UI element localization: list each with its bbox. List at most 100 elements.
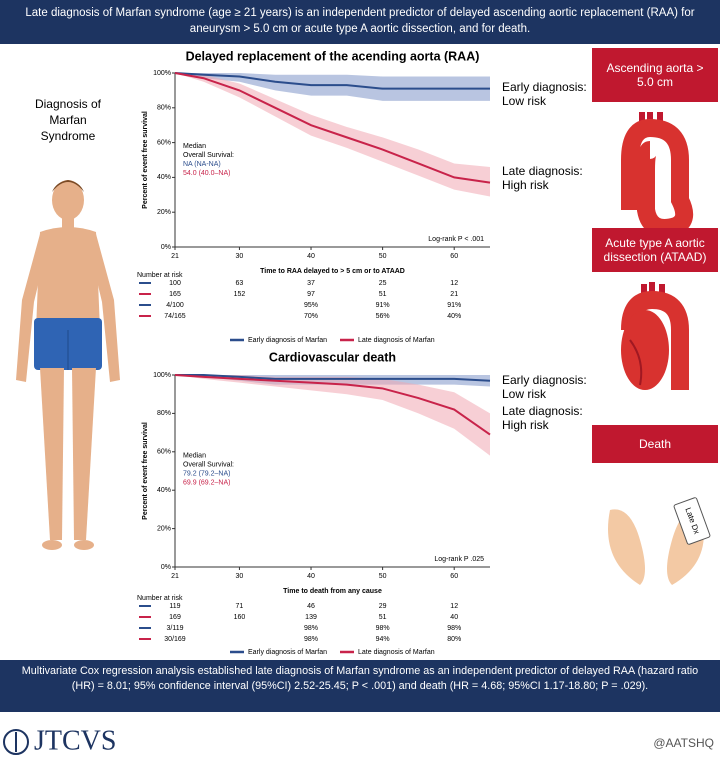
x-tick-label: 60 (450, 253, 458, 260)
y-tick-label: 80% (157, 410, 171, 417)
legend-label: Early diagnosis of Marfan (248, 337, 327, 344)
risk-cell: 40% (447, 313, 461, 320)
risk-annotation: Early diagnosis: (502, 80, 587, 94)
logo: JTCVS @AATSHQ (3, 725, 714, 756)
confidence-band (175, 375, 490, 456)
risk-annotation: High risk (502, 178, 550, 192)
median-title: Median (183, 452, 206, 459)
x-tick-label: 50 (379, 573, 387, 580)
risk-cell: 95% (304, 302, 318, 309)
risk-annotation: Late diagnosis: (502, 164, 583, 178)
y-tick-label: 20% (157, 525, 171, 532)
risk-cell: 51 (379, 614, 387, 621)
x-axis-label: Time to death from any cause (283, 588, 382, 595)
right-box: Acute type A aortic dissection (ATAAD) (592, 228, 718, 272)
person-figure (16, 180, 120, 550)
risk-cell: 119 (169, 603, 180, 610)
y-tick-label: 40% (157, 487, 171, 494)
risk-cell: 100 (169, 280, 181, 287)
risk-cell: 160 (234, 614, 246, 621)
risk-cell: 97 (307, 291, 315, 298)
confidence-band (175, 73, 490, 197)
y-tick-label: 20% (157, 209, 171, 216)
risk-cell: 74/165 (164, 313, 186, 320)
risk-table-title: Number at risk (137, 272, 183, 279)
y-tick-label: 80% (157, 105, 171, 112)
y-tick-label: 0% (161, 244, 171, 251)
left-label: Diagnosis of Marfan Syndrome (34, 97, 102, 143)
y-tick-label: 100% (153, 70, 171, 77)
footer: Multivariate Cox regression analysis est… (0, 660, 720, 712)
aorta-aneurysm-icon (621, 112, 694, 237)
x-tick-label: 50 (379, 253, 387, 260)
x-axis-label: Time to RAA delayed to > 5 cm or to ATAA… (260, 268, 405, 275)
x-tick-label: 30 (236, 573, 244, 580)
chart-title: Cardiovascular death (269, 350, 396, 364)
risk-cell: 12 (450, 603, 458, 610)
risk-cell: 12 (450, 280, 458, 287)
median-subtitle: Overall Survival: (183, 152, 234, 159)
median-title: Median (183, 143, 206, 150)
risk-cell: 29 (379, 603, 387, 610)
x-tick-label: 21 (171, 253, 179, 260)
y-tick-label: 60% (157, 449, 171, 456)
survival-line (174, 72, 491, 184)
risk-cell: 63 (236, 280, 244, 287)
risk-cell: 91% (447, 302, 461, 309)
risk-cell: 21 (450, 291, 458, 298)
risk-cell: 169 (169, 614, 181, 621)
aorta-dissection-icon (621, 282, 689, 390)
risk-cell: 51 (379, 291, 387, 298)
risk-cell: 165 (169, 291, 181, 298)
survival-line (175, 374, 491, 382)
risk-cell: 139 (305, 614, 317, 621)
risk-cell: 56% (376, 313, 390, 320)
median-value: NA (NA-NA) (183, 161, 221, 168)
y-tick-label: 60% (157, 139, 171, 146)
x-tick-label: 60 (450, 573, 458, 580)
right-box: Death (592, 425, 718, 463)
risk-cell: 37 (307, 280, 315, 287)
handle: @AATSHQ (653, 736, 714, 750)
logrank: Log-rank P < .001 (428, 236, 484, 243)
risk-cell: 46 (307, 603, 315, 610)
y-axis-label: Percent of event free survival (142, 111, 149, 209)
risk-table-title: Number at risk (137, 595, 183, 602)
y-tick-label: 100% (153, 372, 171, 379)
risk-cell: 30/169 (164, 636, 186, 643)
feet-icon: Late Dx (608, 497, 711, 585)
x-tick-label: 40 (307, 573, 315, 580)
risk-cell: 4/100 (166, 302, 184, 309)
median-value: 54.0 (40.0–NA) (183, 170, 230, 177)
risk-annotation: Low risk (502, 94, 547, 108)
logo-text: JTCVS (34, 725, 116, 756)
right-box: Ascending aorta > 5.0 cm (592, 48, 718, 102)
median-subtitle: Overall Survival: (183, 461, 234, 468)
header: Late diagnosis of Marfan syndrome (age ≥… (0, 0, 720, 44)
risk-cell: 25 (379, 280, 387, 287)
risk-cell: 40 (450, 614, 458, 621)
risk-cell: 152 (234, 291, 246, 298)
y-tick-label: 0% (161, 564, 171, 571)
legend-label: Early diagnosis of Marfan (248, 649, 327, 656)
median-value: 69.9 (69.2–NA) (183, 479, 230, 486)
confidence-band (175, 73, 490, 101)
risk-cell: 98% (376, 625, 390, 632)
risk-cell: 80% (447, 636, 461, 643)
risk-annotation: Late diagnosis: (502, 404, 583, 418)
x-tick-label: 21 (171, 573, 179, 580)
risk-cell: 98% (304, 625, 318, 632)
y-tick-label: 40% (157, 174, 171, 181)
median-value: 79.2 (79.2–NA) (183, 470, 230, 477)
x-tick-label: 30 (236, 253, 244, 260)
logrank: Log-rank P .025 (434, 556, 484, 563)
risk-cell: 3/119 (167, 625, 184, 632)
risk-cell: 98% (304, 636, 318, 643)
legend-label: Late diagnosis of Marfan (358, 337, 435, 344)
x-tick-label: 40 (307, 253, 315, 260)
risk-annotation: Low risk (502, 387, 547, 401)
chart-title: Delayed replacement of the acending aort… (186, 49, 480, 63)
survival-line (174, 374, 491, 436)
y-axis-label: Percent of event free survival (142, 422, 149, 520)
